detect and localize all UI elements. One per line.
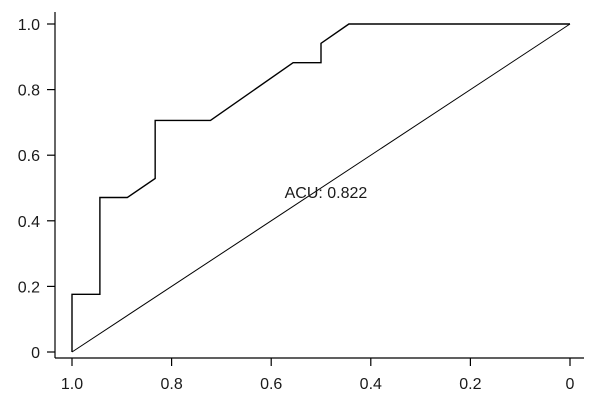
auc-annotation: ACU: 0.822 — [285, 185, 368, 202]
y-tick-label: 0.4 — [18, 214, 40, 231]
y-tick-label: 0.2 — [18, 279, 40, 296]
x-tick-label: 0 — [566, 376, 575, 393]
y-tick-label: 0.8 — [18, 83, 40, 100]
x-tick-label: 0.4 — [360, 376, 382, 393]
roc-curve-line — [71, 23, 570, 352]
y-tick-label: 0 — [31, 345, 40, 362]
x-tick-label: 1.0 — [61, 376, 83, 393]
diagonal-reference-line — [71, 23, 571, 353]
x-tick-label: 0.6 — [260, 376, 282, 393]
ticks: 0 0.2 0.4 0.6 0.8 1.0 1.0 0.8 0.6 0.4 0.2 0 — [18, 17, 575, 393]
x-tick-label: 0.8 — [160, 376, 182, 393]
series-layer — [71, 23, 571, 353]
annotation-layer: ACU: 0.822 — [285, 185, 368, 202]
x-tick-label: 0.2 — [459, 376, 481, 393]
y-tick-label: 1.0 — [18, 17, 40, 34]
y-tick-label: 0.6 — [18, 148, 40, 165]
axes — [54, 12, 584, 359]
